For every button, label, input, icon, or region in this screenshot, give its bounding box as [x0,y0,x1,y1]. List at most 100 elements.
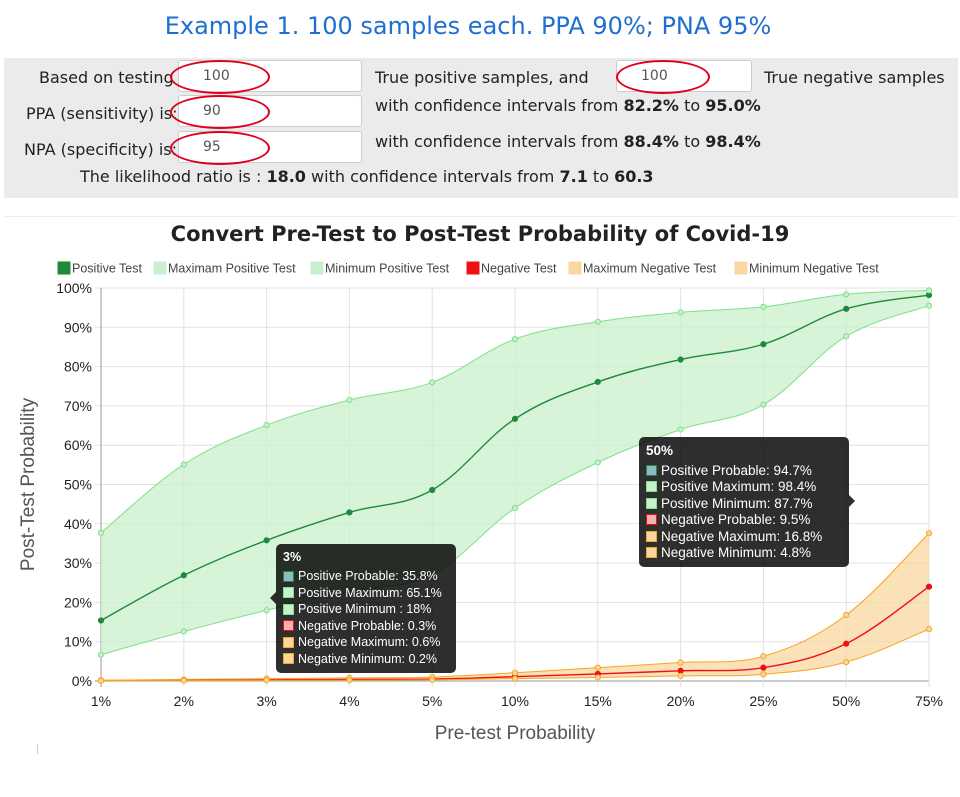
data-point [843,640,850,647]
x-tick-label: 2% [174,693,194,709]
data-point [346,396,353,404]
tooltip-text: Positive Minimum: 87.7% [661,495,813,511]
tooltip-row: Positive Probable: 94.7% [646,462,842,479]
legend-label: Maximam Positive Test [168,262,296,276]
legend-label: Maximum Negative Test [583,262,717,276]
tooltip-swatch [283,620,294,632]
y-axis-label: Post-Test Probability [18,397,39,571]
tooltip-swatch [283,636,294,648]
x-tick-label: 25% [749,693,777,709]
tooltip-text: Positive Probable: 35.8% [298,569,438,584]
positive-samples-input[interactable]: 100 [178,60,362,92]
data-point [263,422,270,429]
data-point [594,459,601,466]
data-point [180,628,187,635]
page-title: Example 1. 100 samples each. PPA 90%; PN… [164,12,772,40]
tooltip-row: Negative Minimum: 0.2% [283,651,449,668]
y-tick-label: 10% [64,634,92,650]
data-point [511,504,519,512]
data-point [843,333,850,340]
data-point [677,667,684,674]
data-point [511,675,519,682]
legend-swatch [57,261,71,275]
tooltip-swatch [283,653,294,665]
tooltip-text: Positive Probable: 94.7% [661,462,812,478]
tooltip-arrow [849,495,855,507]
tooltip-text: Positive Minimum : 18% [298,602,432,617]
tooltip-row: Negative Minimum: 4.8% [646,545,842,562]
tooltip-swatch [646,497,657,509]
data-point [429,486,436,494]
x-axis-label: Pre-test Probability [435,723,596,744]
chart-title: Convert Pre-Test to Post-Test Probabilit… [171,222,790,246]
tooltip-50pct: 50% Positive Probable: 94.7% Positive Max… [639,437,855,567]
npa-ci-text: with confidence intervals from 88.4% to … [375,132,761,151]
tooltip-row: Negative Maximum: 16.8% [646,528,842,545]
tooltip-swatch [283,603,294,615]
y-tick-label: 20% [64,594,92,610]
legend-label: Negative Test [481,262,557,276]
tooltip-text: Negative Minimum: 0.2% [298,651,437,666]
data-point [760,653,767,660]
data-point [925,583,933,590]
tooltip-text: Positive Maximum: 65.1% [298,585,442,600]
y-tick-label: 90% [64,319,92,335]
y-tick-label: 30% [64,555,92,571]
data-point [429,676,436,683]
data-point [346,677,353,684]
legend-item: Maximam Positive Test [153,261,296,276]
divider [37,744,38,754]
data-point [594,664,601,671]
legend-item: Maximum Negative Test [568,261,717,276]
data-point [263,677,270,684]
tooltip-text: Negative Minimum: 4.8% [661,545,812,561]
based-on-label: Based on testing [39,68,174,87]
tooltip-3pct: 3% Positive Probable: 35.8% Positive Maxi… [270,544,456,673]
legend-item: Positive Test [57,261,142,276]
legend-swatch [466,261,480,275]
data-point [760,341,767,348]
data-point [180,461,187,468]
data-point [925,626,933,633]
data-point [925,530,933,537]
legend-swatch [310,261,324,275]
data-point [843,291,850,298]
tooltip-arrow [270,592,276,604]
tooltip-text: Negative Maximum: 16.8% [661,528,823,544]
data-point [594,318,601,325]
tooltip-row: Positive Minimum: 87.7% [646,495,842,512]
data-point [843,659,850,666]
tooltip-swatch [283,570,294,582]
data-point [97,677,105,684]
data-point [263,607,270,614]
x-tick-label: 20% [667,693,695,709]
data-point [677,672,684,679]
tooltip-title: 3% [283,550,302,564]
test-parameters-panel: Based on testing 100 True positive sampl… [4,58,958,198]
legend-swatch [153,261,167,275]
y-tick-label: 80% [64,359,92,375]
legend-swatch [734,261,748,275]
tooltip-text: Negative Maximum: 0.6% [298,635,441,650]
data-point [677,356,684,363]
data-point [346,509,353,516]
tooltip-row: Positive Maximum: 65.1% [283,585,449,602]
y-tick-label: 60% [64,437,92,453]
tooltip-row: Negative Probable: 9.5% [646,512,842,529]
y-tick-label: 0% [72,673,92,689]
data-point [97,529,105,536]
data-point [843,305,850,312]
tooltip-swatch [646,464,657,476]
x-tick-label: 1% [91,693,111,709]
tooltip-swatch [646,481,657,493]
negative-samples-input[interactable]: 100 [616,60,752,92]
legend-swatch [568,261,582,275]
npa-input[interactable]: 95 [178,131,362,163]
tooltip-swatch [646,514,657,526]
tooltip-row: Negative Maximum: 0.6% [283,634,449,651]
ppa-input[interactable]: 90 [178,95,362,127]
data-point [677,309,684,316]
data-point [925,287,933,294]
tooltip-row: Positive Maximum: 98.4% [646,479,842,496]
data-point [843,611,850,619]
